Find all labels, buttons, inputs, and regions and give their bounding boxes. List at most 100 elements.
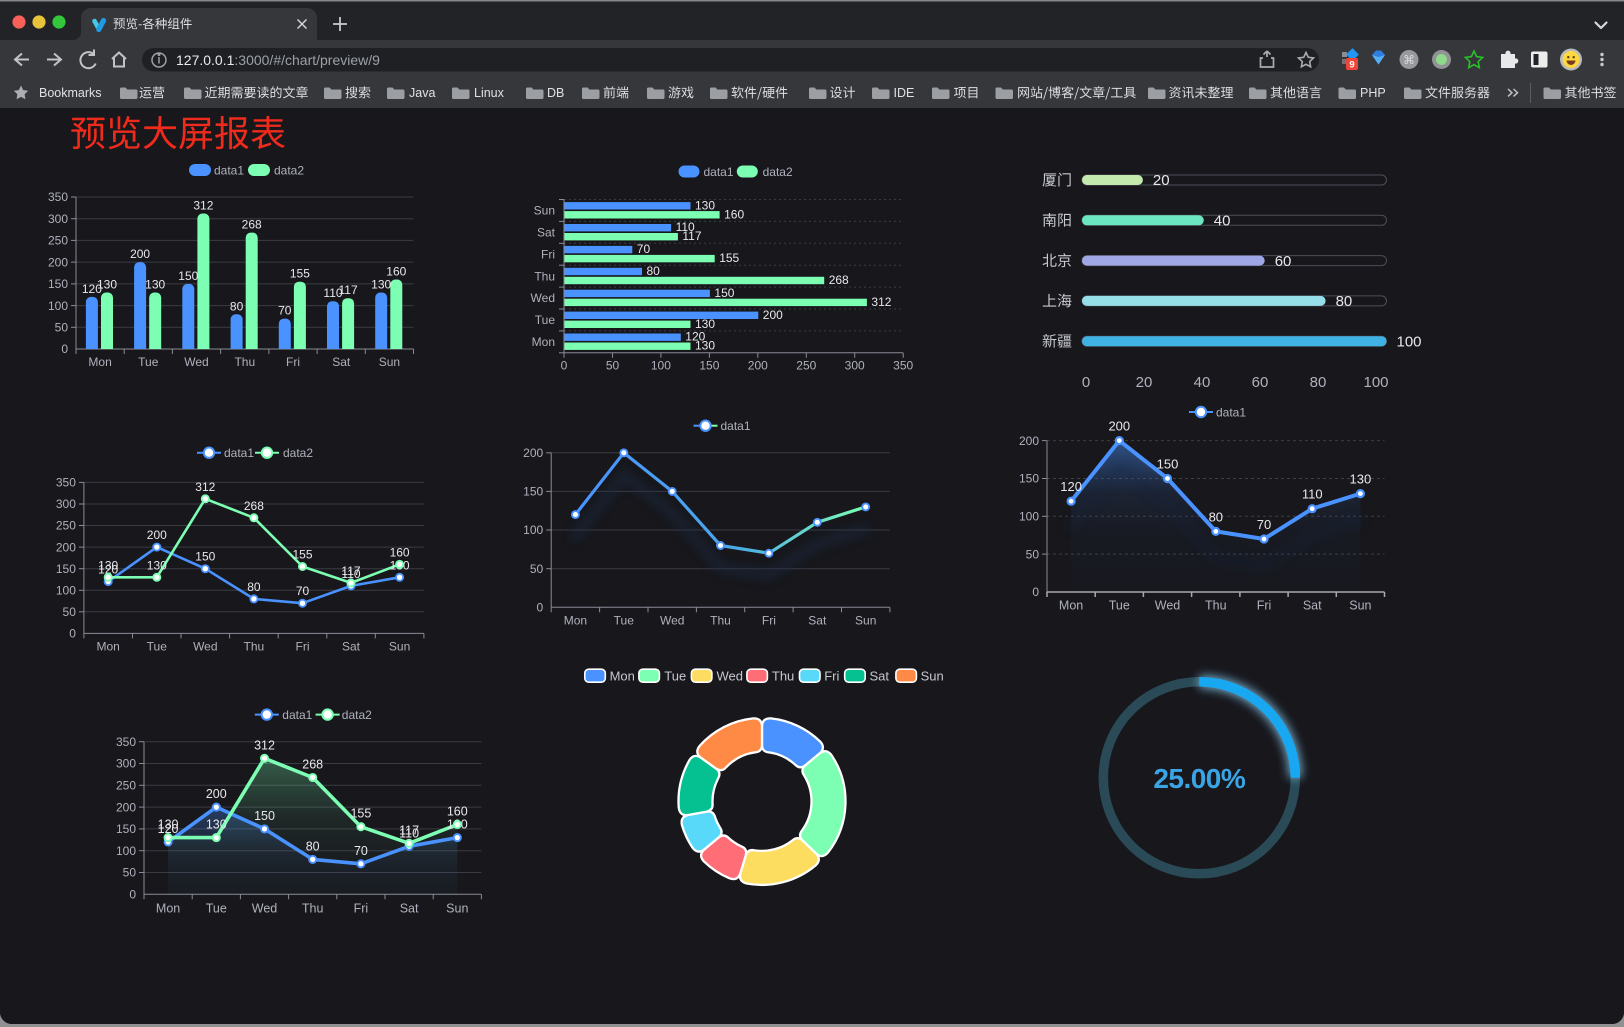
svg-text:130: 130 [206, 818, 227, 832]
svg-text:0: 0 [129, 888, 136, 902]
svg-text:Sat: Sat [537, 226, 556, 240]
svg-text:150: 150 [116, 822, 136, 836]
svg-text:Thu: Thu [244, 639, 265, 653]
svg-text:110: 110 [341, 567, 360, 581]
svg-text:155: 155 [350, 807, 371, 821]
svg-text:130: 130 [695, 317, 715, 331]
svg-text:0: 0 [561, 358, 568, 372]
svg-text:Thu: Thu [1205, 599, 1227, 613]
svg-text:Sat: Sat [332, 355, 351, 369]
svg-text:268: 268 [302, 758, 323, 772]
svg-text:Wed: Wed [252, 901, 278, 915]
svg-text:350: 350 [48, 190, 68, 204]
svg-text:150: 150 [714, 286, 734, 300]
svg-text:40: 40 [1194, 374, 1211, 391]
svg-text:Sat: Sat [342, 639, 361, 653]
svg-text:200: 200 [763, 308, 783, 322]
svg-text:350: 350 [116, 735, 136, 749]
svg-text:110: 110 [1302, 487, 1323, 502]
svg-text:Tue: Tue [614, 613, 635, 627]
svg-text:Sun: Sun [389, 639, 410, 653]
svg-text:PHP: PHP [1360, 86, 1386, 100]
svg-text:20: 20 [1136, 374, 1153, 391]
svg-text:Tue: Tue [664, 669, 686, 684]
svg-text:data2: data2 [274, 164, 304, 178]
svg-text:120: 120 [685, 330, 705, 344]
svg-text:Mon: Mon [564, 613, 587, 627]
svg-text:150: 150 [254, 809, 275, 823]
svg-text:Sun: Sun [446, 901, 468, 915]
svg-text:160: 160 [386, 265, 406, 279]
svg-text:100: 100 [1397, 333, 1422, 350]
svg-text:Mon: Mon [156, 901, 180, 915]
svg-text:200: 200 [48, 255, 68, 269]
svg-text:Sat: Sat [870, 669, 890, 684]
svg-text:50: 50 [606, 358, 620, 372]
svg-text:data1: data1 [1216, 405, 1246, 419]
svg-text:50: 50 [530, 562, 544, 576]
svg-text:Tue: Tue [147, 639, 168, 653]
svg-text:⌘: ⌘ [1403, 53, 1415, 67]
svg-text:60: 60 [1252, 374, 1269, 391]
svg-text:100: 100 [1019, 510, 1039, 524]
svg-text:Wed: Wed [193, 639, 217, 653]
svg-text:200: 200 [523, 446, 543, 460]
svg-text:Thu: Thu [302, 901, 324, 915]
svg-text:Tue: Tue [138, 355, 159, 369]
svg-text:Fri: Fri [824, 669, 839, 684]
svg-text:117: 117 [682, 229, 701, 243]
svg-text:160: 160 [390, 545, 410, 559]
svg-text:50: 50 [123, 866, 137, 880]
svg-text:130: 130 [695, 339, 715, 353]
svg-text:200: 200 [206, 787, 227, 801]
svg-text:70: 70 [296, 584, 310, 598]
svg-text:312: 312 [193, 199, 213, 213]
svg-text:Sun: Sun [855, 613, 876, 627]
svg-text:Sun: Sun [379, 355, 400, 369]
svg-text:100: 100 [651, 358, 671, 372]
svg-text:0: 0 [69, 627, 76, 641]
svg-text:data1: data1 [224, 446, 254, 460]
svg-text:DB: DB [547, 86, 564, 100]
svg-text:120: 120 [158, 822, 179, 836]
svg-text:Thu: Thu [534, 269, 555, 283]
svg-text:155: 155 [719, 251, 739, 265]
svg-text:268: 268 [244, 499, 264, 513]
svg-text:80: 80 [647, 264, 661, 278]
svg-text:130: 130 [158, 818, 179, 832]
svg-text:100: 100 [56, 584, 76, 598]
svg-text:data2: data2 [283, 446, 313, 460]
svg-text:Linux: Linux [474, 86, 505, 100]
svg-text:Thu: Thu [710, 613, 731, 627]
svg-text:312: 312 [871, 295, 891, 309]
svg-text:80: 80 [1310, 374, 1327, 391]
svg-text:110: 110 [676, 220, 695, 234]
svg-text:130: 130 [97, 278, 117, 292]
svg-text:200: 200 [116, 800, 136, 814]
svg-text:200: 200 [1019, 434, 1039, 448]
svg-text:150: 150 [1157, 457, 1179, 472]
svg-text:25.00%: 25.00% [1153, 763, 1246, 794]
svg-text:Wed: Wed [660, 613, 684, 627]
svg-text:300: 300 [56, 497, 76, 511]
svg-text:150: 150 [56, 562, 76, 576]
svg-text:130: 130 [1350, 472, 1372, 487]
svg-text:Fri: Fri [286, 355, 300, 369]
svg-text:0: 0 [1032, 585, 1039, 599]
svg-text:120: 120 [98, 563, 118, 577]
svg-text:300: 300 [116, 757, 136, 771]
svg-text:100: 100 [1363, 374, 1388, 391]
svg-text:Bookmarks: Bookmarks [39, 86, 102, 100]
svg-text:80: 80 [306, 839, 320, 853]
svg-text:100: 100 [48, 299, 68, 313]
svg-text:Fri: Fri [1257, 599, 1272, 613]
svg-text:130: 130 [145, 278, 165, 292]
svg-text:130: 130 [147, 558, 167, 572]
svg-text:Thu: Thu [234, 355, 255, 369]
svg-text:200: 200 [1108, 419, 1130, 434]
svg-text:130: 130 [695, 198, 715, 212]
svg-text:0: 0 [537, 601, 544, 615]
svg-text:Mon: Mon [1059, 599, 1083, 613]
svg-text:Sun: Sun [534, 204, 555, 218]
svg-text:250: 250 [56, 519, 76, 533]
